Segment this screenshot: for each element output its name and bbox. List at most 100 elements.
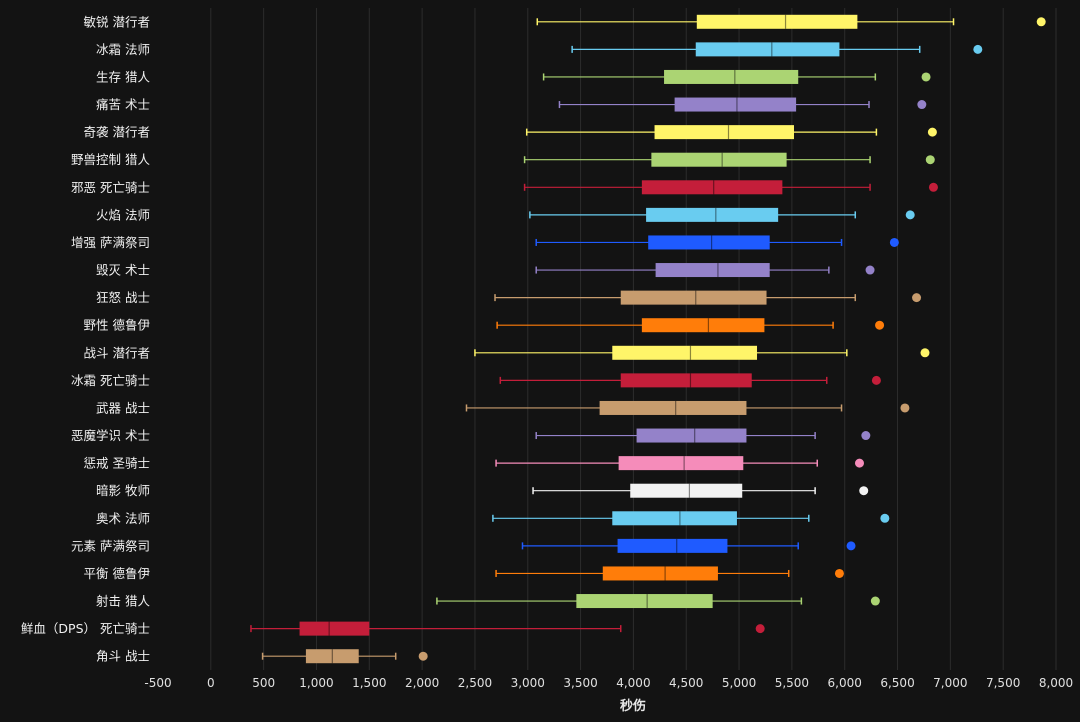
box-iqr (646, 207, 779, 222)
category-label: 生存 猎人 (96, 69, 150, 84)
box-layer (250, 14, 1046, 664)
category-label: 鲜血（DPS） 死亡骑士 (21, 621, 150, 636)
outlier-point (861, 431, 871, 441)
category-label: 惩戒 圣骑士 (84, 456, 150, 471)
box-group[interactable] (535, 428, 871, 443)
outlier-point (865, 265, 875, 275)
box-iqr (620, 290, 767, 305)
outlier-point (875, 320, 885, 330)
box-group[interactable] (571, 42, 983, 57)
category-label: 毁灭 术士 (96, 263, 150, 278)
category-label: 元素 萨满祭司 (71, 538, 150, 553)
box-group[interactable] (465, 400, 910, 415)
box-group[interactable] (525, 125, 937, 140)
box-iqr (641, 318, 765, 333)
x-tick-label: 0 (207, 676, 215, 690)
box-group[interactable] (261, 649, 428, 664)
box-group[interactable] (523, 180, 938, 195)
box-group[interactable] (542, 69, 931, 84)
outlier-point (880, 513, 890, 523)
box-iqr (630, 483, 743, 498)
box-group[interactable] (529, 207, 915, 222)
box-group[interactable] (535, 263, 875, 278)
box-group[interactable] (495, 456, 864, 471)
box-iqr (612, 345, 758, 360)
outlier-point (871, 375, 881, 385)
box-iqr (620, 373, 752, 388)
x-tick-label: 4,500 (669, 676, 703, 690)
category-label: 野性 德鲁伊 (84, 318, 150, 333)
category-label: 冰霜 法师 (96, 42, 150, 57)
outlier-point (846, 541, 856, 551)
x-tick-label: 6,500 (880, 676, 914, 690)
box-iqr (618, 456, 744, 471)
box-iqr (602, 566, 718, 581)
x-tick-label: 7,000 (933, 676, 967, 690)
outlier-point (920, 348, 930, 358)
x-tick-label: 2,500 (458, 676, 492, 690)
x-tick-label: 3,000 (511, 676, 545, 690)
category-label: 奇袭 潜行者 (84, 125, 150, 140)
box-group[interactable] (535, 235, 899, 250)
outlier-point (973, 44, 983, 54)
outlier-point (854, 458, 864, 468)
box-iqr (664, 69, 799, 84)
x-tick-label: 3,500 (563, 676, 597, 690)
outlier-point (900, 403, 910, 413)
outlier-point (928, 182, 938, 192)
category-label: 角斗 战士 (96, 649, 150, 664)
x-tick-label: 5,500 (775, 676, 809, 690)
box-iqr (305, 649, 359, 664)
box-group[interactable] (495, 566, 844, 581)
box-iqr (655, 263, 770, 278)
box-iqr (617, 538, 728, 553)
outlier-point (889, 237, 899, 247)
box-iqr (674, 97, 797, 112)
outlier-point (870, 596, 880, 606)
category-label: 邪恶 死亡骑士 (71, 180, 150, 195)
box-group[interactable] (499, 373, 881, 388)
box-group[interactable] (536, 14, 1046, 29)
box-group[interactable] (521, 538, 856, 553)
box-group[interactable] (250, 621, 765, 636)
x-tick-label: 7,500 (986, 676, 1020, 690)
x-tick-label: 500 (252, 676, 275, 690)
outlier-point (859, 486, 869, 496)
category-label: 狂怒 战士 (96, 290, 150, 305)
box-group[interactable] (558, 97, 927, 112)
box-iqr (641, 180, 783, 195)
box-iqr (599, 400, 747, 415)
category-label: 平衡 德鲁伊 (84, 566, 150, 581)
category-label: 敏锐 潜行者 (84, 14, 150, 29)
category-label: 冰霜 死亡骑士 (71, 373, 150, 388)
box-group[interactable] (532, 483, 869, 498)
box-iqr (696, 14, 858, 29)
box-iqr (651, 152, 787, 167)
box-iqr (648, 235, 770, 250)
outlier-point (917, 100, 927, 110)
category-label: 奥术 法师 (96, 511, 150, 526)
box-iqr (576, 594, 713, 609)
category-label: 火焰 法师 (96, 207, 150, 222)
x-tick-label: 4,000 (616, 676, 650, 690)
x-tick-label: 1,000 (299, 676, 333, 690)
box-group[interactable] (492, 511, 890, 526)
outlier-point (905, 210, 915, 220)
box-group[interactable] (474, 345, 930, 360)
x-tick-label: 2,000 (405, 676, 439, 690)
outlier-point (925, 155, 935, 165)
box-group[interactable] (496, 318, 885, 333)
outlier-point (912, 293, 922, 303)
x-tick-label: 6,000 (828, 676, 862, 690)
x-axis-title: 秒伤 (620, 698, 646, 714)
box-group[interactable] (436, 594, 880, 609)
box-group[interactable] (523, 152, 935, 167)
outlier-point (921, 72, 931, 82)
box-iqr (636, 428, 747, 443)
category-label: 射击 猎人 (96, 594, 150, 609)
x-tick-label: 8,000 (1039, 676, 1073, 690)
box-group[interactable] (494, 290, 922, 305)
x-tick-label: -500 (144, 676, 171, 690)
